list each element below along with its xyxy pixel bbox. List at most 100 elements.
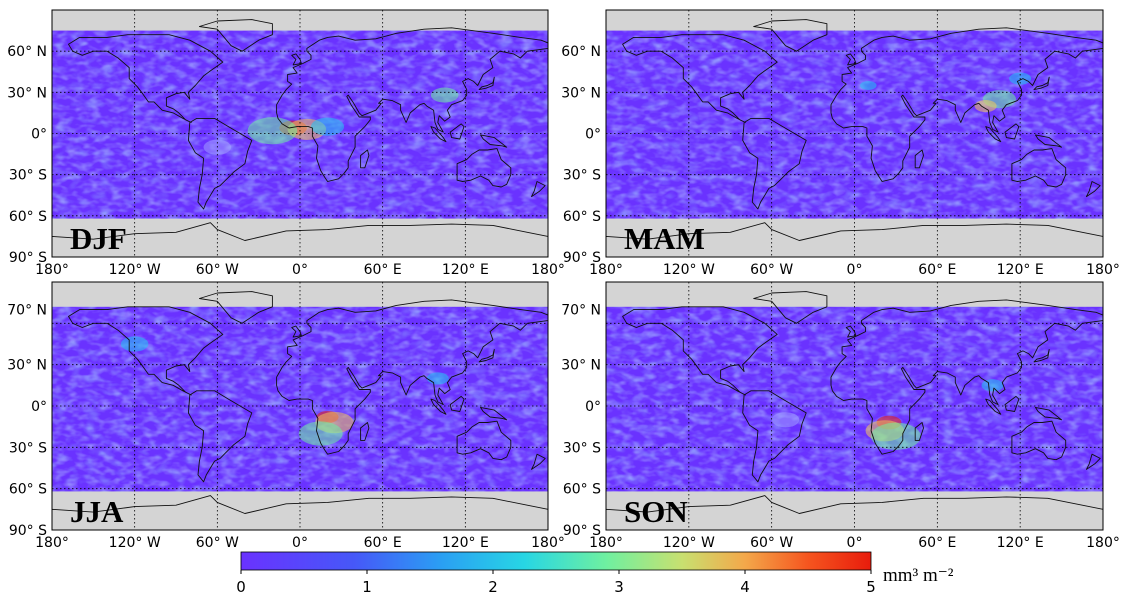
map-frame [51,9,549,258]
coastline-madagascar [360,149,370,169]
longitude-label: 180° [531,262,565,278]
coastline-uk [291,53,302,66]
longitude-label: 0° [292,535,308,551]
coastline-new-zealand [531,181,546,198]
coastline-south-america [742,390,807,483]
latitude-label: 30° N [561,358,601,374]
latitude-label: 60° S [563,209,601,225]
longitude-label: 120° W [109,535,161,551]
longitude-label: 0° [292,262,308,278]
map-frame [605,9,1104,258]
longitude-label: 60° W [196,535,239,551]
colorbar-tick-label: 5 [866,578,876,596]
latitude-label: 0° [585,127,601,143]
coastline-antarctica [606,222,1103,257]
coastline-japan [478,349,495,363]
coastline-africa-eurasia [830,299,1103,455]
latitude-label: 60° N [561,44,601,60]
coastline-new-guinea [480,134,508,148]
latitude-label: 90° S [563,250,601,266]
longitude-label: 120° W [109,262,161,278]
latitude-label: 90° S [9,250,47,266]
longitude-label: 120° W [663,262,715,278]
coastline-antarctica [52,495,548,530]
longitude-label: 60° W [750,262,793,278]
coastline-sumatra [985,126,1002,143]
longitude-label: 120° E [997,262,1044,278]
map-frame [605,281,1104,531]
coastline-uk [845,53,857,66]
coastline-antarctica [52,222,548,257]
coastline-north-america [68,306,224,396]
hotspot [247,117,298,145]
hotspot [430,87,459,103]
latitude-label: 30° S [9,440,47,456]
coastline-australia [456,420,512,461]
coastline-new-zealand [1085,453,1101,470]
latitude-label: 30° S [9,168,47,184]
coastline-japan [1033,349,1050,363]
colorbar: 0 1 2 3 4 5 mm³ m⁻² [236,551,954,596]
hotspot [981,379,1004,392]
hotspot [771,412,800,428]
longitude-label: 180° [589,535,623,551]
coastline-new-guinea [1034,406,1063,421]
longitude-label: 120° W [663,535,715,551]
coastline-indonesia-borneo [1004,123,1020,140]
colorbar-ticks: 0 1 2 3 4 5 [236,570,876,596]
latitude-label: 0° [31,127,47,143]
coastline-australia [456,148,512,188]
coastline-japan [478,76,495,91]
coastline-north-america [622,34,778,123]
colorbar-tick-label: 4 [740,578,750,596]
longitude-label: 0° [847,262,863,278]
longitude-label: 180° [1086,535,1120,551]
hotspot [120,336,149,352]
season-label: DJF [70,221,127,256]
coastline-antarctica [606,495,1103,530]
coastline-greenland [753,19,828,52]
longitude-label: 60° E [918,535,956,551]
coastline-new-zealand [1085,181,1101,198]
longitude-label: 60° E [364,535,402,551]
latitude-label: 30° S [563,440,601,456]
coastline-uk [291,325,302,338]
longitude-label: 60° E [918,262,956,278]
latitude-label: 0° [585,399,601,415]
latitude-label: 30° N [561,85,601,101]
longitude-label: 120° E [997,535,1044,551]
latitude-label: 90° S [9,523,47,539]
coastline-uk [845,325,857,338]
coastline-south-america [187,117,253,210]
colorbar-tick-label: 0 [236,578,246,596]
colorbar-gradient [240,551,872,571]
colorbar-unit: mm³ m⁻² [883,565,954,586]
coastline-australia [1011,420,1067,461]
longitude-label: 60° W [750,535,793,551]
coastline-new-zealand [531,453,546,470]
latitude-label: 0° [31,399,47,415]
coastline-africa-eurasia [830,27,1103,182]
coastline-north-america [68,34,224,123]
coastline-sumatra [430,126,447,143]
coastline-africa-eurasia [276,299,548,455]
longitude-label: 180° [1086,262,1120,278]
latitude-label: 30° N [7,358,47,374]
longitude-label: 120° E [442,535,489,551]
coastline-greenland [753,291,828,324]
coastline-indonesia-borneo [449,123,465,140]
coastline-new-guinea [480,406,508,421]
colorbar-tick-label: 3 [614,578,624,596]
hotspot [311,117,345,136]
coastline-greenland [198,291,273,324]
season-label: JJA [70,494,124,529]
latitude-label: 60° N [7,44,47,60]
latitude-label: 70° N [561,303,601,319]
coastline-new-guinea [1034,134,1063,148]
hotspot [974,100,997,113]
